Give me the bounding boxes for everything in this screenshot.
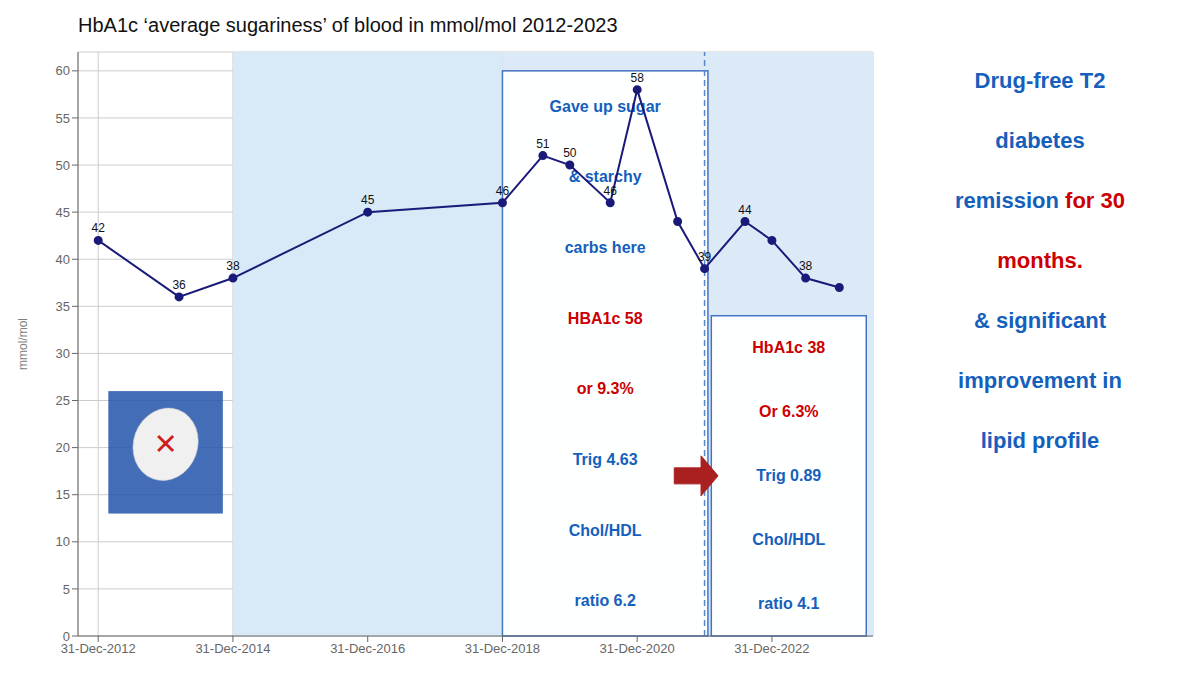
svg-text:36: 36 — [172, 278, 186, 292]
svg-text:Or 6.3%: Or 6.3% — [759, 403, 819, 420]
svg-text:HBA1c 58: HBA1c 58 — [568, 310, 643, 327]
svg-text:45: 45 — [56, 205, 70, 220]
html-text:& significant: & significant — [974, 308, 1106, 333]
svg-text:31-Dec-2022: 31-Dec-2022 — [734, 641, 809, 656]
svg-text:44: 44 — [738, 203, 752, 217]
svg-text:ratio 4.1: ratio 4.1 — [758, 595, 819, 612]
html-text:months.: months. — [997, 248, 1083, 273]
html-text:HbA1c ‘average sugariness’ of: HbA1c ‘average sugariness’ of blood in m… — [78, 14, 618, 36]
svg-text:50: 50 — [56, 158, 70, 173]
svg-text:51: 51 — [536, 137, 550, 151]
svg-text:31-Dec-2018: 31-Dec-2018 — [465, 641, 540, 656]
svg-text:58: 58 — [631, 71, 645, 85]
svg-text:38: 38 — [799, 259, 813, 273]
svg-text:31-Dec-2020: 31-Dec-2020 — [600, 641, 675, 656]
svg-text:15: 15 — [56, 487, 70, 502]
svg-text:20: 20 — [56, 440, 70, 455]
svg-text:5: 5 — [63, 582, 70, 597]
svg-text:35: 35 — [56, 299, 70, 314]
svg-text:46: 46 — [496, 184, 510, 198]
svg-text:✕: ✕ — [153, 428, 177, 460]
svg-text:31-Dec-2014: 31-Dec-2014 — [195, 641, 270, 656]
svg-text:60: 60 — [56, 63, 70, 78]
svg-text:25: 25 — [56, 393, 70, 408]
svg-text:mmol/mol: mmol/mol — [16, 318, 30, 370]
svg-text:or 9.3%: or 9.3% — [577, 380, 634, 397]
html-text:lipid profile: lipid profile — [980, 428, 1100, 453]
html-text:improvement in: improvement in — [958, 368, 1122, 393]
html-text:remission for 30: remission for 30 — [955, 188, 1125, 213]
svg-text:40: 40 — [56, 252, 70, 267]
svg-text:10: 10 — [56, 534, 70, 549]
html-text:diabetes: diabetes — [995, 128, 1085, 153]
svg-text:46: 46 — [604, 184, 618, 198]
svg-text:30: 30 — [56, 346, 70, 361]
svg-text:0: 0 — [63, 629, 70, 644]
svg-text:31-Dec-2012: 31-Dec-2012 — [61, 641, 136, 656]
svg-text:38: 38 — [226, 259, 240, 273]
svg-text:carbs here: carbs here — [565, 239, 646, 256]
svg-text:42: 42 — [92, 221, 106, 235]
svg-text:Chol/HDL: Chol/HDL — [569, 522, 642, 539]
svg-text:31-Dec-2016: 31-Dec-2016 — [330, 641, 405, 656]
svg-text:Chol/HDL: Chol/HDL — [752, 531, 825, 548]
svg-text:55: 55 — [56, 111, 70, 126]
html-text:Drug-free T2: Drug-free T2 — [974, 68, 1106, 93]
svg-text:50: 50 — [563, 146, 577, 160]
svg-text:Gave up sugar: Gave up sugar — [549, 97, 661, 115]
svg-text:HbA1c 38: HbA1c 38 — [752, 339, 825, 356]
svg-text:& starchy: & starchy — [568, 168, 642, 186]
svg-text:Trig 0.89: Trig 0.89 — [756, 467, 821, 484]
svg-text:ratio 6.2: ratio 6.2 — [575, 592, 636, 609]
svg-text:Trig 4.63: Trig 4.63 — [573, 451, 638, 468]
svg-text:45: 45 — [361, 193, 375, 207]
svg-text:39: 39 — [698, 250, 712, 264]
